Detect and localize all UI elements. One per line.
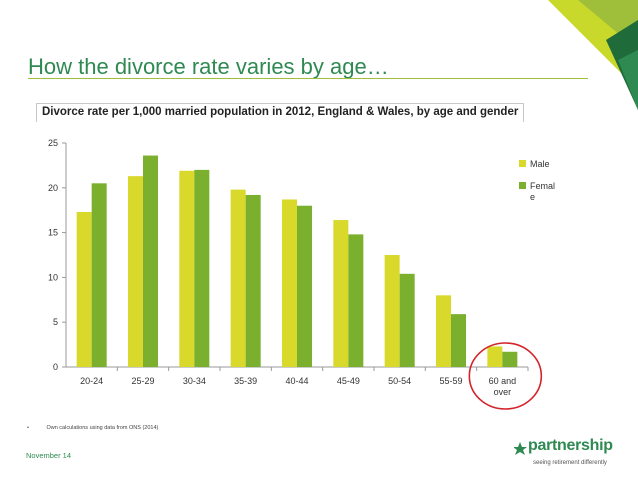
- x-tick-label: 45-49: [337, 376, 360, 386]
- bar-male: [76, 211, 92, 367]
- highlight-circle: [468, 342, 543, 410]
- bar-male: [333, 220, 349, 367]
- bar-male: [487, 346, 503, 367]
- x-tick-label: 20-24: [80, 376, 103, 386]
- y-tick-label: 25: [48, 138, 58, 148]
- x-tick-label: 40-44: [285, 376, 308, 386]
- y-tick-label: 20: [48, 183, 58, 193]
- footer-date: November 14: [26, 451, 72, 460]
- chart-title-frame: [36, 103, 524, 122]
- bar-male: [436, 295, 451, 367]
- bar-male: [230, 189, 246, 367]
- legend-label: Male: [530, 159, 550, 169]
- bar-female: [245, 194, 261, 367]
- footnote-bullet: •: [27, 425, 29, 431]
- logo-tagline: seeing retirement differently: [533, 460, 607, 466]
- x-tick-label: over: [494, 387, 512, 397]
- bar-female: [451, 314, 466, 367]
- y-tick-label: 10: [48, 272, 58, 282]
- y-tick-label: 15: [48, 228, 58, 238]
- logo-name: partnership: [528, 437, 613, 454]
- x-tick-label: 60 and: [489, 376, 517, 386]
- legend-swatch: [519, 160, 526, 167]
- bar-female: [194, 169, 210, 367]
- bar-male: [128, 176, 143, 367]
- y-tick-label: 5: [53, 317, 58, 327]
- bar-female: [143, 155, 158, 367]
- partnership-star-icon: [514, 442, 527, 455]
- bar-male: [384, 255, 400, 367]
- x-tick-label: 30-34: [183, 376, 206, 386]
- bar-female: [297, 205, 312, 367]
- legend-label: Femal: [530, 181, 555, 191]
- legend-swatch: [519, 182, 526, 189]
- x-tick-label: 50-54: [388, 376, 411, 386]
- bar-male: [179, 170, 195, 367]
- footnote: • Own calculations using data from ONS (…: [27, 425, 158, 431]
- x-tick-label: 25-29: [131, 376, 154, 386]
- legend-label: e: [530, 192, 535, 202]
- x-tick-label: 55-59: [439, 376, 462, 386]
- footnote-text: Own calculations using data from ONS (20…: [46, 425, 159, 431]
- bar-female: [348, 234, 364, 367]
- bar-male: [282, 199, 297, 367]
- bar-female: [502, 351, 518, 367]
- y-tick-label: 0: [53, 362, 58, 372]
- bar-female: [91, 183, 107, 367]
- x-tick-label: 35-39: [234, 376, 257, 386]
- corner-decoration: [548, 0, 638, 110]
- title-rule: [28, 78, 588, 79]
- chart-title: Divorce rate per 1,000 married populatio…: [42, 106, 519, 118]
- bar-female: [399, 273, 415, 367]
- slide-title: How the divorce rate varies by age…: [28, 54, 389, 79]
